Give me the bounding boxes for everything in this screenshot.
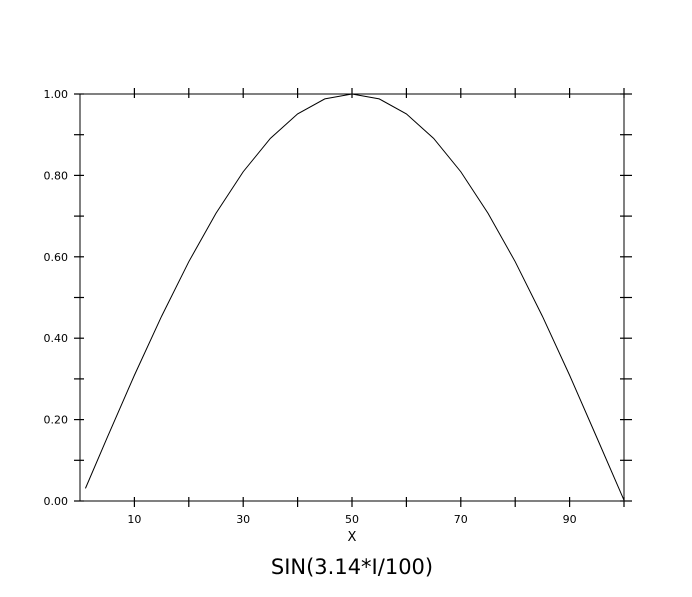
x-tick-label: 30	[236, 513, 250, 526]
y-tick-label: 0.20	[44, 414, 69, 427]
x-tick-label: 70	[454, 513, 468, 526]
y-tick-label: 1.00	[44, 88, 69, 101]
y-tick-label: 0.00	[44, 495, 69, 508]
y-tick-label: 0.40	[44, 332, 69, 345]
y-tick-label: 0.60	[44, 251, 69, 264]
x-tick-label: 10	[127, 513, 141, 526]
plot-frame	[79, 93, 625, 502]
x-tick-label: 50	[345, 513, 359, 526]
chart-title: SIN(3.14*I/100)	[271, 555, 433, 579]
series-line	[84, 93, 625, 501]
tick-labels: 10 30 50 70 90 0.00 0.20 0.40 0.60 0.80 1.00	[44, 88, 577, 526]
y-tick-label: 0.80	[44, 169, 69, 182]
x-tick-label: 90	[563, 513, 577, 526]
x-axis-label: X	[348, 530, 357, 545]
ticks-layer	[74, 88, 632, 507]
